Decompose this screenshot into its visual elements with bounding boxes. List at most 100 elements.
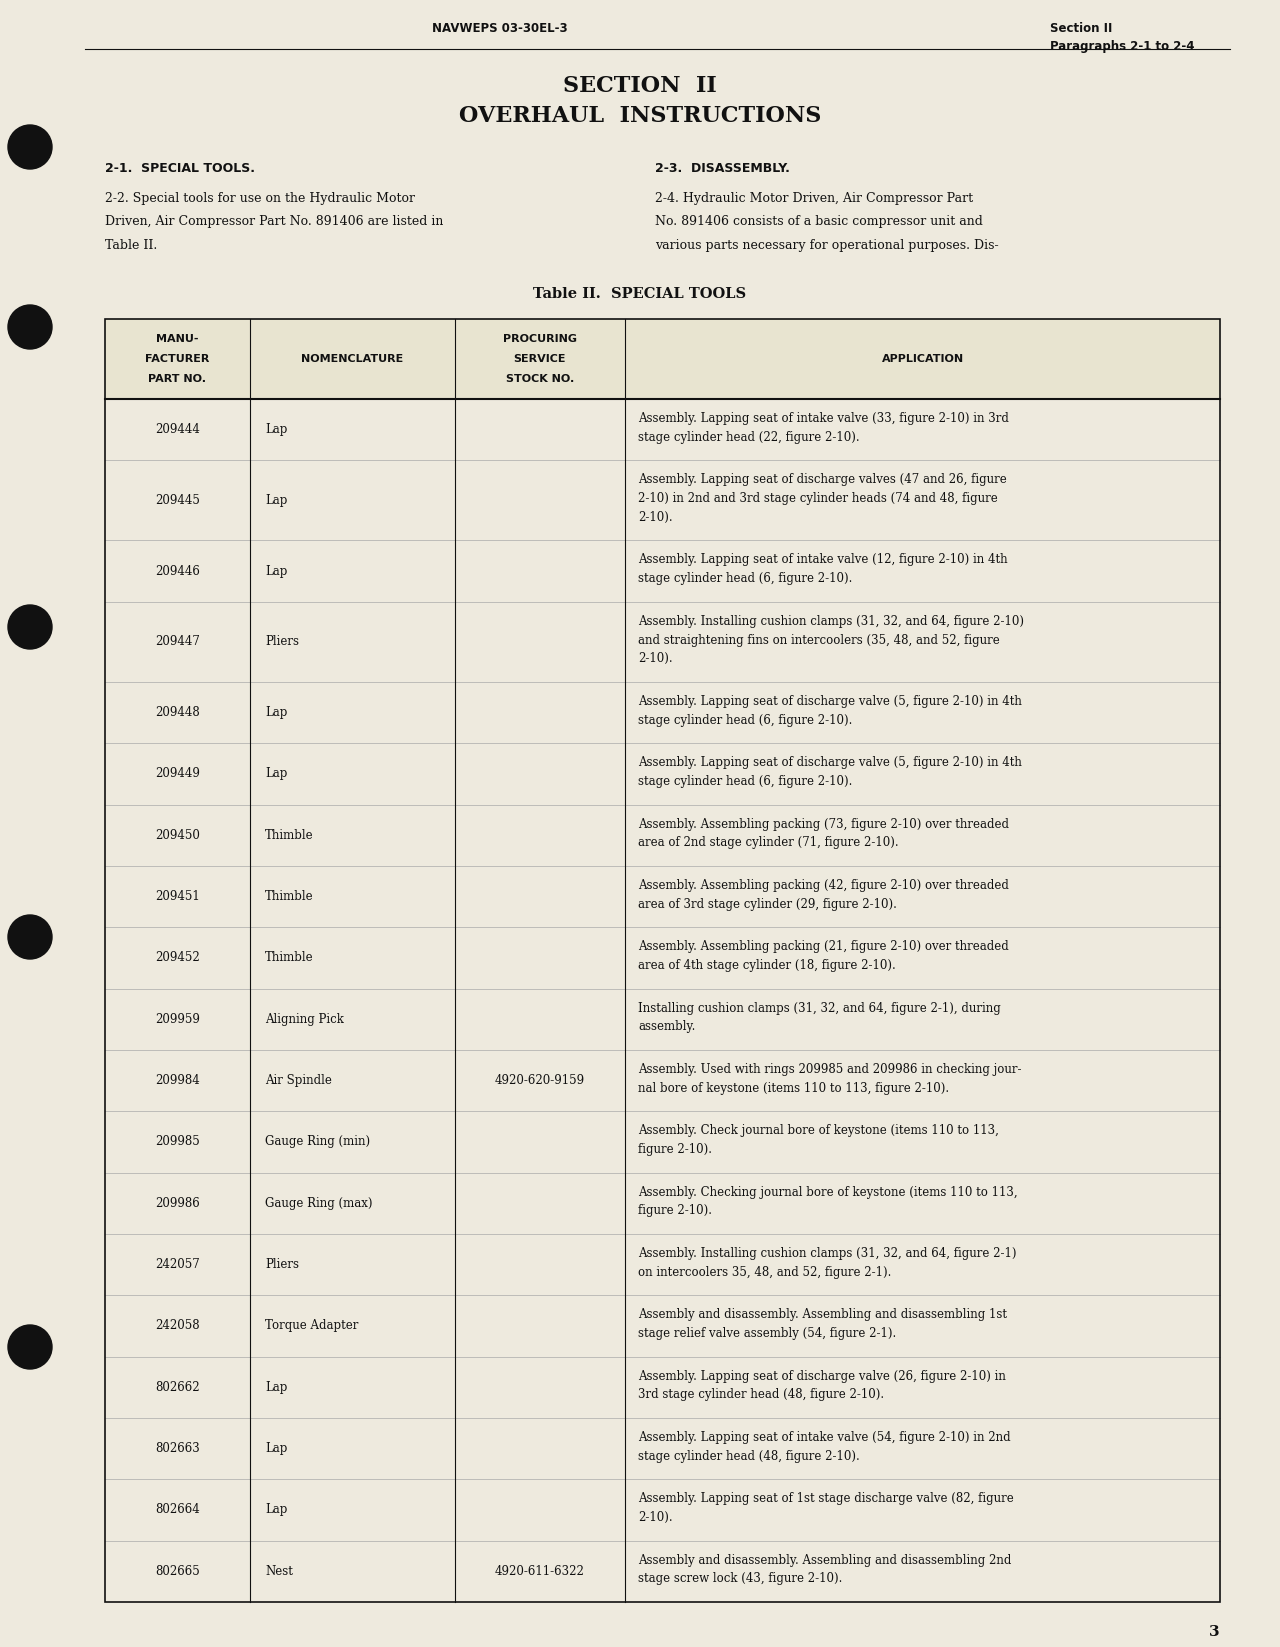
Text: figure 2-10).: figure 2-10). bbox=[637, 1143, 712, 1156]
Text: stage cylinder head (6, figure 2-10).: stage cylinder head (6, figure 2-10). bbox=[637, 776, 852, 787]
Text: 3: 3 bbox=[1210, 1626, 1220, 1639]
Text: Gauge Ring (max): Gauge Ring (max) bbox=[265, 1197, 372, 1211]
Text: Assembly. Lapping seat of discharge valve (26, figure 2-10) in: Assembly. Lapping seat of discharge valv… bbox=[637, 1370, 1006, 1382]
Text: Assembly. Lapping seat of discharge valve (5, figure 2-10) in 4th: Assembly. Lapping seat of discharge valv… bbox=[637, 756, 1021, 769]
Text: 2-2. Special tools for use on the Hydraulic Motor: 2-2. Special tools for use on the Hydrau… bbox=[105, 193, 415, 204]
Text: 209445: 209445 bbox=[155, 494, 200, 507]
Text: Table II.  SPECIAL TOOLS: Table II. SPECIAL TOOLS bbox=[534, 287, 746, 301]
Text: 209984: 209984 bbox=[155, 1074, 200, 1087]
Text: Assembly. Lapping seat of 1st stage discharge valve (82, figure: Assembly. Lapping seat of 1st stage disc… bbox=[637, 1492, 1014, 1505]
Text: 209985: 209985 bbox=[155, 1135, 200, 1148]
Text: Installing cushion clamps (31, 32, and 64, figure 2-1), during: Installing cushion clamps (31, 32, and 6… bbox=[637, 1001, 1001, 1015]
Text: NAVWEPS 03-30EL-3: NAVWEPS 03-30EL-3 bbox=[433, 21, 568, 35]
Text: NOMENCLATURE: NOMENCLATURE bbox=[301, 354, 403, 364]
Text: stage screw lock (43, figure 2-10).: stage screw lock (43, figure 2-10). bbox=[637, 1573, 842, 1586]
Text: Assembly. Lapping seat of intake valve (54, figure 2-10) in 2nd: Assembly. Lapping seat of intake valve (… bbox=[637, 1431, 1011, 1444]
Text: Assembly. Installing cushion clamps (31, 32, and 64, figure 2-1): Assembly. Installing cushion clamps (31,… bbox=[637, 1247, 1016, 1260]
Text: 242058: 242058 bbox=[155, 1319, 200, 1332]
Text: Assembly. Lapping seat of discharge valves (47 and 26, figure: Assembly. Lapping seat of discharge valv… bbox=[637, 473, 1007, 486]
Text: Assembly. Lapping seat of intake valve (12, figure 2-10) in 4th: Assembly. Lapping seat of intake valve (… bbox=[637, 553, 1007, 567]
Text: Pliers: Pliers bbox=[265, 1258, 300, 1271]
Text: PROCURING: PROCURING bbox=[503, 334, 577, 344]
Text: 802664: 802664 bbox=[155, 1504, 200, 1517]
Text: FACTURER: FACTURER bbox=[146, 354, 210, 364]
Text: 209986: 209986 bbox=[155, 1197, 200, 1211]
Text: Aligning Pick: Aligning Pick bbox=[265, 1013, 344, 1026]
Text: Thimble: Thimble bbox=[265, 952, 314, 965]
Bar bbox=[105, 320, 1220, 399]
Text: Lap: Lap bbox=[265, 565, 288, 578]
Text: Assembly. Assembling packing (73, figure 2-10) over threaded: Assembly. Assembling packing (73, figure… bbox=[637, 817, 1009, 830]
Text: SECTION  II: SECTION II bbox=[563, 76, 717, 97]
Text: 209452: 209452 bbox=[155, 952, 200, 965]
Text: Table II.: Table II. bbox=[105, 239, 157, 252]
Text: 209446: 209446 bbox=[155, 565, 200, 578]
Text: 209447: 209447 bbox=[155, 636, 200, 649]
Circle shape bbox=[8, 604, 52, 649]
Text: Paragraphs 2-1 to 2-4: Paragraphs 2-1 to 2-4 bbox=[1050, 40, 1194, 53]
Text: 242057: 242057 bbox=[155, 1258, 200, 1271]
Text: Lap: Lap bbox=[265, 768, 288, 781]
Text: stage cylinder head (22, figure 2-10).: stage cylinder head (22, figure 2-10). bbox=[637, 432, 860, 443]
Text: MANU-: MANU- bbox=[156, 334, 198, 344]
Text: 2-10).: 2-10). bbox=[637, 511, 672, 524]
Text: 802662: 802662 bbox=[155, 1380, 200, 1393]
Text: stage cylinder head (48, figure 2-10).: stage cylinder head (48, figure 2-10). bbox=[637, 1449, 860, 1463]
Text: Pliers: Pliers bbox=[265, 636, 300, 649]
Text: PART NO.: PART NO. bbox=[148, 374, 206, 384]
Text: 209448: 209448 bbox=[155, 707, 200, 720]
Text: Lap: Lap bbox=[265, 1443, 288, 1456]
Text: OVERHAUL  INSTRUCTIONS: OVERHAUL INSTRUCTIONS bbox=[458, 105, 822, 127]
Circle shape bbox=[8, 916, 52, 959]
Text: 2-10) in 2nd and 3rd stage cylinder heads (74 and 48, figure: 2-10) in 2nd and 3rd stage cylinder head… bbox=[637, 492, 997, 506]
Text: assembly.: assembly. bbox=[637, 1021, 695, 1033]
Text: APPLICATION: APPLICATION bbox=[882, 354, 964, 364]
Text: area of 3rd stage cylinder (29, figure 2-10).: area of 3rd stage cylinder (29, figure 2… bbox=[637, 898, 897, 911]
Text: on intercoolers 35, 48, and 52, figure 2-1).: on intercoolers 35, 48, and 52, figure 2… bbox=[637, 1267, 891, 1278]
Text: Assembly and disassembly. Assembling and disassembling 1st: Assembly and disassembly. Assembling and… bbox=[637, 1308, 1007, 1321]
Text: Thimble: Thimble bbox=[265, 889, 314, 903]
Text: Assembly and disassembly. Assembling and disassembling 2nd: Assembly and disassembly. Assembling and… bbox=[637, 1553, 1011, 1566]
Text: stage relief valve assembly (54, figure 2-1).: stage relief valve assembly (54, figure … bbox=[637, 1327, 896, 1341]
Text: 3rd stage cylinder head (48, figure 2-10).: 3rd stage cylinder head (48, figure 2-10… bbox=[637, 1388, 884, 1402]
Text: 2-3.  DISASSEMBLY.: 2-3. DISASSEMBLY. bbox=[655, 161, 790, 175]
Text: SERVICE: SERVICE bbox=[513, 354, 566, 364]
Text: Lap: Lap bbox=[265, 1504, 288, 1517]
Text: 209451: 209451 bbox=[155, 889, 200, 903]
Text: Gauge Ring (min): Gauge Ring (min) bbox=[265, 1135, 370, 1148]
Text: Torque Adapter: Torque Adapter bbox=[265, 1319, 358, 1332]
Text: Assembly. Used with rings 209985 and 209986 in checking jour-: Assembly. Used with rings 209985 and 209… bbox=[637, 1062, 1021, 1075]
Text: Assembly. Checking journal bore of keystone (items 110 to 113,: Assembly. Checking journal bore of keyst… bbox=[637, 1186, 1018, 1199]
Text: area of 2nd stage cylinder (71, figure 2-10).: area of 2nd stage cylinder (71, figure 2… bbox=[637, 837, 899, 850]
Text: Assembly. Lapping seat of intake valve (33, figure 2-10) in 3rd: Assembly. Lapping seat of intake valve (… bbox=[637, 412, 1009, 425]
Text: 802665: 802665 bbox=[155, 1565, 200, 1578]
Circle shape bbox=[8, 125, 52, 170]
Text: nal bore of keystone (items 110 to 113, figure 2-10).: nal bore of keystone (items 110 to 113, … bbox=[637, 1082, 950, 1095]
Text: and straightening fins on intercoolers (35, 48, and 52, figure: and straightening fins on intercoolers (… bbox=[637, 634, 1000, 647]
Text: Assembly. Installing cushion clamps (31, 32, and 64, figure 2-10): Assembly. Installing cushion clamps (31,… bbox=[637, 614, 1024, 628]
Text: Assembly. Assembling packing (42, figure 2-10) over threaded: Assembly. Assembling packing (42, figure… bbox=[637, 879, 1009, 893]
Text: Nest: Nest bbox=[265, 1565, 293, 1578]
Text: Lap: Lap bbox=[265, 423, 288, 436]
Text: STOCK NO.: STOCK NO. bbox=[506, 374, 575, 384]
Text: stage cylinder head (6, figure 2-10).: stage cylinder head (6, figure 2-10). bbox=[637, 713, 852, 726]
Text: Air Spindle: Air Spindle bbox=[265, 1074, 332, 1087]
Text: Assembly. Assembling packing (21, figure 2-10) over threaded: Assembly. Assembling packing (21, figure… bbox=[637, 940, 1009, 954]
Bar bbox=[105, 320, 1220, 1603]
Text: various parts necessary for operational purposes. Dis-: various parts necessary for operational … bbox=[655, 239, 998, 252]
Text: 4920-611-6322: 4920-611-6322 bbox=[495, 1565, 585, 1578]
Text: Assembly. Check journal bore of keystone (items 110 to 113,: Assembly. Check journal bore of keystone… bbox=[637, 1125, 998, 1136]
Text: 802663: 802663 bbox=[155, 1443, 200, 1456]
Text: 209444: 209444 bbox=[155, 423, 200, 436]
Text: No. 891406 consists of a basic compressor unit and: No. 891406 consists of a basic compresso… bbox=[655, 216, 983, 229]
Text: 4920-620-9159: 4920-620-9159 bbox=[495, 1074, 585, 1087]
Text: Lap: Lap bbox=[265, 707, 288, 720]
Text: Section II: Section II bbox=[1050, 21, 1112, 35]
Text: Lap: Lap bbox=[265, 494, 288, 507]
Text: 209959: 209959 bbox=[155, 1013, 200, 1026]
Text: Driven, Air Compressor Part No. 891406 are listed in: Driven, Air Compressor Part No. 891406 a… bbox=[105, 216, 443, 229]
Circle shape bbox=[8, 305, 52, 349]
Text: 209450: 209450 bbox=[155, 828, 200, 842]
Text: figure 2-10).: figure 2-10). bbox=[637, 1204, 712, 1217]
Text: 2-4. Hydraulic Motor Driven, Air Compressor Part: 2-4. Hydraulic Motor Driven, Air Compres… bbox=[655, 193, 973, 204]
